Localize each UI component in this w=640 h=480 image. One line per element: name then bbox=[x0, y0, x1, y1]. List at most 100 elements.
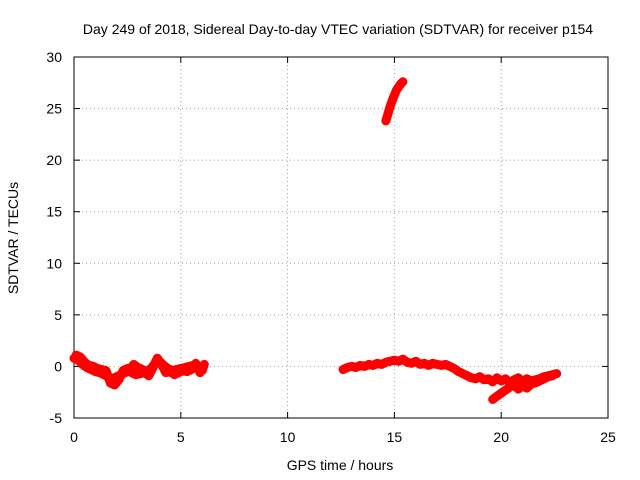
data-point bbox=[131, 370, 140, 379]
y-tick-label: 30 bbox=[46, 49, 62, 65]
data-point bbox=[381, 358, 390, 367]
data-point bbox=[527, 380, 536, 388]
data-point bbox=[72, 351, 81, 360]
data-point bbox=[505, 383, 514, 392]
data-point bbox=[388, 96, 397, 105]
axes-layer bbox=[73, 56, 609, 419]
data-point bbox=[471, 374, 480, 383]
data-point bbox=[441, 360, 450, 369]
data-point bbox=[97, 365, 106, 374]
data-point bbox=[140, 368, 149, 377]
data-point bbox=[488, 395, 497, 404]
data-point bbox=[347, 362, 356, 371]
data-point bbox=[445, 362, 454, 371]
y-tick-label: 5 bbox=[54, 307, 62, 323]
data-point bbox=[123, 364, 132, 373]
data-point bbox=[170, 370, 179, 379]
data-point bbox=[127, 368, 136, 377]
data-point bbox=[93, 364, 102, 373]
data-point bbox=[386, 357, 395, 366]
data-point bbox=[149, 363, 157, 372]
data-point bbox=[420, 359, 429, 368]
data-point bbox=[458, 369, 467, 378]
data-point bbox=[200, 360, 209, 369]
data-point bbox=[85, 361, 93, 370]
data-point bbox=[398, 77, 407, 86]
x-tick-label: 25 bbox=[600, 429, 616, 445]
data-point bbox=[416, 360, 424, 369]
data-point bbox=[475, 372, 484, 381]
data-point bbox=[390, 91, 399, 100]
data-point bbox=[518, 382, 527, 390]
data-point bbox=[398, 355, 407, 364]
series-segment-2 bbox=[381, 77, 408, 126]
data-point bbox=[183, 367, 192, 376]
plot-frame bbox=[73, 56, 609, 419]
y-tick-label: 0 bbox=[54, 358, 62, 374]
data-point bbox=[501, 386, 510, 395]
data-point bbox=[433, 360, 442, 369]
data-point bbox=[196, 368, 204, 377]
data-point bbox=[166, 367, 175, 376]
data-point bbox=[178, 366, 187, 375]
x-tick-label: 10 bbox=[280, 429, 296, 445]
x-tick-label: 15 bbox=[387, 429, 403, 445]
data-point bbox=[153, 354, 162, 363]
ticks-layer: 0 5 10 15 20 25 -5 0 5 10 15 20 25 30 bbox=[46, 49, 616, 445]
data-point bbox=[76, 353, 85, 362]
data-point bbox=[129, 360, 138, 369]
data-point bbox=[80, 358, 89, 367]
data-point bbox=[339, 365, 348, 374]
data-point bbox=[492, 392, 501, 401]
data-point bbox=[428, 359, 437, 368]
data-point bbox=[114, 375, 123, 384]
data-point bbox=[394, 357, 403, 366]
data-point bbox=[384, 109, 392, 118]
data-point bbox=[356, 361, 365, 370]
data-point bbox=[390, 356, 399, 365]
data-point bbox=[386, 102, 395, 111]
data-point bbox=[467, 373, 476, 382]
data-point bbox=[522, 374, 531, 383]
y-axis-title: SDTVAR / TECUs bbox=[5, 182, 21, 294]
data-point bbox=[437, 361, 446, 370]
data-point bbox=[381, 116, 390, 125]
data-point bbox=[136, 369, 145, 378]
data-point bbox=[364, 360, 373, 369]
data-point bbox=[102, 366, 110, 375]
y-tick-label: 10 bbox=[46, 255, 62, 271]
data-point bbox=[501, 374, 510, 383]
data-point bbox=[492, 373, 501, 382]
data-point bbox=[157, 360, 166, 369]
data-point bbox=[548, 371, 557, 380]
y-tick-label: 25 bbox=[46, 101, 62, 117]
data-point bbox=[510, 381, 518, 389]
series-layer bbox=[69, 77, 562, 404]
data-point bbox=[369, 361, 377, 370]
series-segment-3 bbox=[338, 354, 562, 388]
y-tick-label: 20 bbox=[46, 152, 62, 168]
data-point bbox=[450, 364, 459, 373]
data-point bbox=[106, 378, 115, 387]
data-point bbox=[424, 361, 433, 370]
x-tick-label: 0 bbox=[70, 429, 78, 445]
data-point bbox=[531, 378, 540, 387]
data-point bbox=[539, 374, 548, 383]
data-point bbox=[497, 376, 506, 385]
data-point bbox=[544, 372, 553, 381]
data-point bbox=[119, 366, 128, 375]
data-point bbox=[191, 359, 200, 368]
data-point bbox=[110, 381, 119, 389]
data-point bbox=[352, 363, 360, 372]
data-point bbox=[174, 368, 183, 377]
data-point bbox=[377, 360, 386, 369]
data-point bbox=[535, 376, 544, 385]
data-point bbox=[373, 359, 382, 368]
x-tick-label: 20 bbox=[493, 429, 509, 445]
data-point bbox=[480, 375, 489, 384]
data-point bbox=[514, 385, 523, 394]
data-point bbox=[89, 362, 98, 371]
data-point bbox=[454, 367, 463, 376]
x-tick-label: 5 bbox=[177, 429, 185, 445]
